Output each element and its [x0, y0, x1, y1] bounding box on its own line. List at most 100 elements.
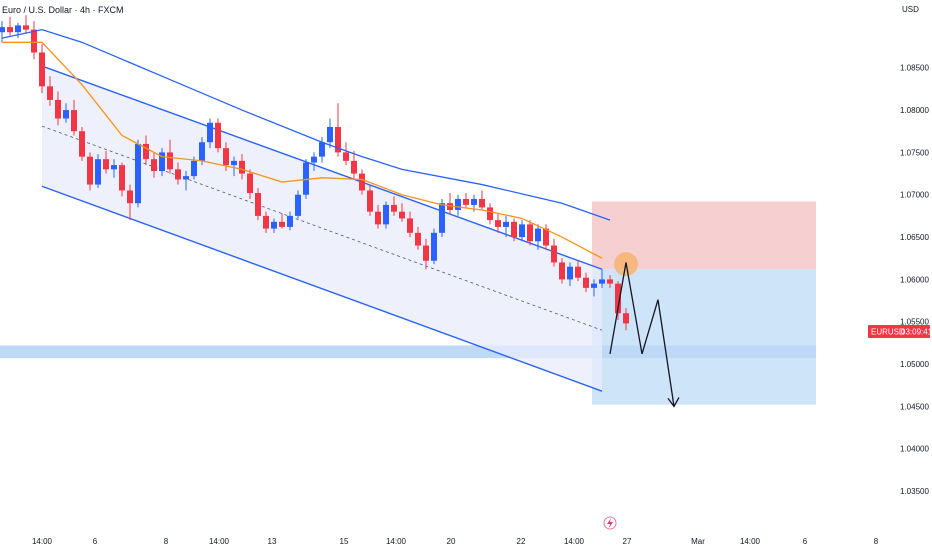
candle-body [159, 152, 165, 172]
candle-body [503, 221, 509, 227]
price-axis-label: 1.05500 [900, 318, 929, 327]
candle-body [87, 156, 93, 185]
candle-body [447, 203, 453, 210]
price-tag-countdown: 03:09:41 [901, 328, 932, 337]
time-axis-label: 13 [268, 537, 277, 546]
time-axis-label: 22 [517, 537, 526, 546]
candle-body [295, 194, 301, 216]
price-axis-label: 1.05000 [900, 360, 929, 369]
candle-body [287, 215, 293, 227]
time-axis-label: 14:00 [209, 537, 230, 546]
candle-body [407, 218, 413, 233]
candle-body [359, 173, 365, 191]
candle-body [39, 52, 45, 87]
price-axis-label: 1.08500 [900, 64, 929, 73]
time-axis-label: 6 [803, 537, 808, 546]
candle-body [271, 221, 277, 229]
candle-body [559, 262, 565, 280]
candle-body [63, 110, 69, 119]
candle-body [527, 224, 533, 242]
price-projection[interactable] [609, 252, 680, 408]
candle-body [519, 224, 525, 238]
time-axis-label: 8 [164, 537, 169, 546]
symbol-title: Euro / U.S. Dollar · 4h · FXCM [2, 5, 124, 15]
candle-body [135, 143, 141, 204]
candle-body [511, 221, 517, 238]
time-axis-label: Mar [691, 537, 705, 546]
price-axis-label: 1.08000 [900, 106, 929, 115]
candle-body [303, 162, 309, 195]
candle-body [239, 160, 245, 174]
candle-body [463, 198, 469, 205]
candle-body [583, 277, 589, 288]
candle-body [247, 173, 253, 194]
time-axis-label: 6 [93, 537, 98, 546]
candle-body [351, 160, 357, 174]
candle-body [495, 220, 501, 227]
candle-body [223, 148, 229, 166]
time-axis-label: 15 [340, 537, 349, 546]
candle-body [167, 152, 173, 170]
current-price-tag: EURUSD 03:09:41 [868, 325, 932, 338]
price-tag-symbol: EURUSD [871, 328, 905, 337]
candle-body [7, 27, 13, 33]
price-axis-label: 1.07000 [900, 191, 929, 200]
candle-body [375, 211, 381, 225]
price-axis-label: 1.04500 [900, 402, 929, 411]
candle-body [71, 110, 77, 132]
moving-average-fast [2, 41, 603, 259]
channel-upper-line[interactable] [41, 65, 603, 270]
candle-body [327, 127, 333, 143]
candle-body [367, 190, 373, 212]
price-tag-background [868, 325, 930, 338]
drawing-zones [0, 201, 816, 405]
candle-body [127, 190, 133, 204]
candle-body [383, 204, 389, 225]
candle-body [575, 266, 581, 278]
moving-averages [1, 28, 611, 259]
candle-body [79, 131, 85, 157]
take-profit-zone[interactable] [592, 269, 816, 405]
candle-body [591, 283, 597, 288]
candle-body [119, 165, 125, 191]
price-axis[interactable]: USD 1.08500 1.08000 1.07500 1.07000 1.06500 1… [900, 5, 929, 496]
candle-body [279, 221, 285, 227]
price-axis-label: 1.04000 [900, 445, 929, 454]
candle-body [0, 27, 5, 33]
candle-body [151, 159, 157, 172]
candle-body [103, 159, 109, 170]
time-axis-label: 14:00 [32, 537, 53, 546]
parallel-channel[interactable] [41, 65, 603, 392]
price-axis-currency: USD [902, 5, 919, 14]
candle-body [415, 232, 421, 246]
channel-lower-line[interactable] [41, 185, 603, 392]
candle-body [31, 29, 37, 53]
candle-body [55, 99, 61, 119]
candle-body [111, 165, 117, 170]
candle-body [551, 245, 557, 263]
candle-body [391, 204, 397, 212]
time-axis[interactable]: 14:00 6 8 14:00 13 15 14:00 20 22 14:00 27 Mar 14:00… [32, 537, 879, 546]
lightning-icon[interactable] [603, 516, 617, 530]
candle-body [175, 169, 181, 180]
candle-body [471, 198, 477, 205]
candle-body [207, 122, 213, 143]
candle-body [255, 193, 261, 216]
candle-body [599, 279, 605, 284]
candle-body [95, 159, 101, 185]
projection-path[interactable] [609, 262, 675, 407]
price-axis-label: 1.06500 [900, 233, 929, 242]
candle-body [199, 142, 205, 161]
time-axis-label: 14:00 [740, 537, 761, 546]
support-zone[interactable] [0, 345, 816, 359]
time-axis-label: 14:00 [564, 537, 585, 546]
time-axis-label: 8 [874, 537, 879, 546]
candle-body [343, 152, 349, 161]
candle-body [319, 142, 325, 157]
time-axis-label: 14:00 [386, 537, 407, 546]
candle-body [615, 283, 621, 314]
candle-body [455, 198, 461, 210]
candle-body [231, 160, 237, 166]
time-axis-label: 27 [623, 537, 632, 546]
